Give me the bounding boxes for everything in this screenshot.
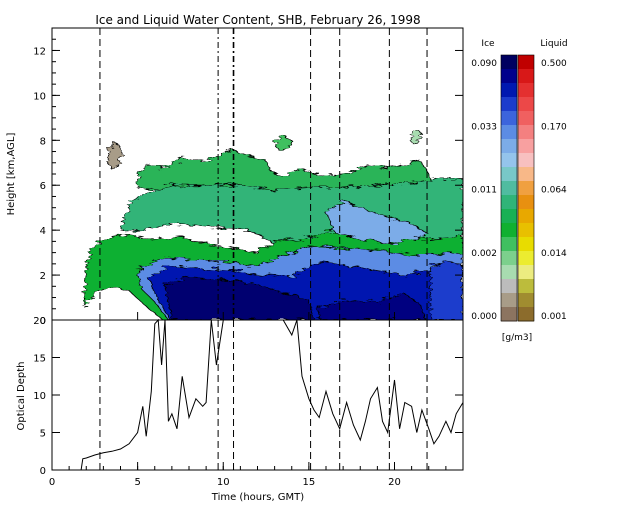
colorbar-ice-swatch (501, 139, 517, 154)
time-axis-label: Time (hours, GMT) (211, 492, 305, 503)
colorbar-ice-header: Ice (481, 39, 495, 49)
height-tick-label: 8 (40, 136, 46, 147)
time-tick-label: 0 (49, 477, 55, 488)
time-tick-label: 5 (134, 477, 140, 488)
time-tick-label: 10 (217, 477, 230, 488)
colorbar-ice-swatch (501, 293, 517, 308)
colorbar-ice-swatch (501, 97, 517, 112)
ice-content-max-2 (316, 292, 426, 320)
time-marker-lines-bottom (99, 320, 428, 470)
colorbar-ice-swatch (501, 125, 517, 140)
colorbar-liquid-swatch (518, 125, 534, 140)
colorbar-ice-swatch (501, 69, 517, 84)
upper-cloud-fragment-2 (411, 128, 423, 146)
chart-title: Ice and Liquid Water Content, SHB, Febru… (95, 13, 420, 27)
colorbar-liquid-label: 0.014 (541, 249, 567, 259)
mid-level-ice-streak (325, 200, 430, 245)
colorbar-liquid-header: Liquid (540, 39, 567, 49)
colorbar-liquid-scale (518, 55, 534, 322)
optical-depth-tick-label: 5 (40, 429, 46, 440)
colorbar-liquid-swatch (518, 279, 534, 294)
colorbar-liquid-swatch (518, 83, 534, 98)
bottom-panel-frame (51, 319, 464, 471)
optical-depth-axis: 0 5 10 15 20 (33, 316, 463, 477)
colorbar-unit: [g/m3] (502, 333, 532, 343)
upper-cloud-fragment (274, 135, 293, 150)
colorbar-ice-scale (501, 55, 517, 322)
colorbar-ice-swatch (501, 307, 517, 322)
time-tick-label: 15 (303, 477, 316, 488)
colorbar-ice-swatch (501, 237, 517, 252)
colorbar-ice-swatch (501, 279, 517, 294)
isolated-cloud-cell (108, 142, 123, 170)
colorbar-liquid-label: 0.500 (541, 59, 567, 69)
colorbar-ice-swatch (501, 83, 517, 98)
colorbar-ice-swatch (501, 153, 517, 168)
colorbar-liquid-swatch (518, 293, 534, 308)
height-tick-label: 0 (40, 316, 46, 327)
height-tick-label: 2 (40, 271, 46, 282)
colorbar: Ice Liquid 0.090 0.033 0.011 0.002 0.000 0.5… (471, 39, 567, 343)
colorbar-liquid-swatch (518, 153, 534, 168)
colorbar-liquid-swatch (518, 195, 534, 210)
colorbar-liquid-label: 0.001 (541, 312, 567, 322)
colorbar-ice-swatch (501, 167, 517, 182)
optical-depth-tick-label: 20 (33, 316, 46, 327)
colorbar-ice-frame (500, 54, 518, 322)
ice-content-max (164, 276, 315, 320)
colorbar-ice-label: 0.011 (471, 186, 497, 196)
height-tick-label: 6 (40, 181, 46, 192)
colorbar-liquid-swatch (518, 223, 534, 238)
optical-depth-tick-label: 15 (33, 354, 46, 365)
colorbar-ice-label: 0.000 (471, 312, 497, 322)
optical-depth-tick-label: 0 (40, 466, 46, 477)
colorbar-ice-swatch (501, 265, 517, 280)
colorbar-liquid-swatch (518, 251, 534, 266)
height-tick-label: 10 (33, 91, 46, 102)
time-marker-lines (99, 28, 428, 320)
colorbar-liquid-swatch (518, 97, 534, 112)
colorbar-liquid-swatch (518, 139, 534, 154)
colorbar-liquid-label: 0.170 (541, 122, 567, 132)
colorbar-ice-swatch (501, 55, 517, 70)
colorbar-liquid-frame (517, 54, 535, 322)
colorbar-ice-label: 0.033 (471, 122, 497, 132)
colorbar-ice-swatch (501, 181, 517, 196)
colorbar-ice-swatch (501, 111, 517, 126)
colorbar-ice-label: 0.090 (471, 59, 497, 69)
time-tick-label: 20 (388, 477, 401, 488)
colorbar-liquid-swatch (518, 55, 534, 70)
late-ice-column (430, 261, 463, 320)
colorbar-ice-swatch (501, 195, 517, 210)
colorbar-liquid-labels: 0.500 0.170 0.064 0.014 0.001 (541, 59, 567, 322)
colorbar-liquid-swatch (518, 181, 534, 196)
colorbar-liquid-swatch (518, 265, 534, 280)
cloud-image (84, 128, 463, 320)
colorbar-liquid-swatch (518, 111, 534, 126)
colorbar-liquid-swatch (518, 167, 534, 182)
colorbar-ice-labels: 0.090 0.033 0.011 0.002 0.000 (471, 59, 497, 322)
height-tick-label: 12 (33, 46, 46, 57)
height-axis-label: Height [km,AGL] (6, 133, 17, 216)
optical-depth-panel: 0 5 10 15 20 0 5 10 15 20 Optical Depth Time (ho… (16, 312, 464, 503)
colorbar-ice-label: 0.002 (471, 249, 497, 259)
colorbar-ice-swatch (501, 251, 517, 266)
colorbar-ice-swatch (501, 209, 517, 224)
optical-depth-tick-label: 10 (33, 391, 46, 402)
colorbar-liquid-label: 0.064 (541, 186, 567, 196)
height-axis: 0 2 4 6 8 10 12 (33, 27, 463, 327)
colorbar-liquid-swatch (518, 69, 534, 84)
colorbar-liquid-swatch (518, 209, 534, 224)
colorbar-liquid-swatch (518, 307, 534, 322)
optical-depth-line (80, 318, 464, 471)
optical-depth-axis-label: Optical Depth (16, 362, 27, 431)
colorbar-ice-swatch (501, 223, 517, 238)
colorbar-liquid-swatch (518, 237, 534, 252)
height-tick-label: 4 (40, 226, 46, 237)
cloud-image-panel: 0 2 4 6 8 10 12 Height [km,AGL] (6, 27, 464, 327)
time-axis: 0 5 10 15 20 (49, 312, 464, 488)
